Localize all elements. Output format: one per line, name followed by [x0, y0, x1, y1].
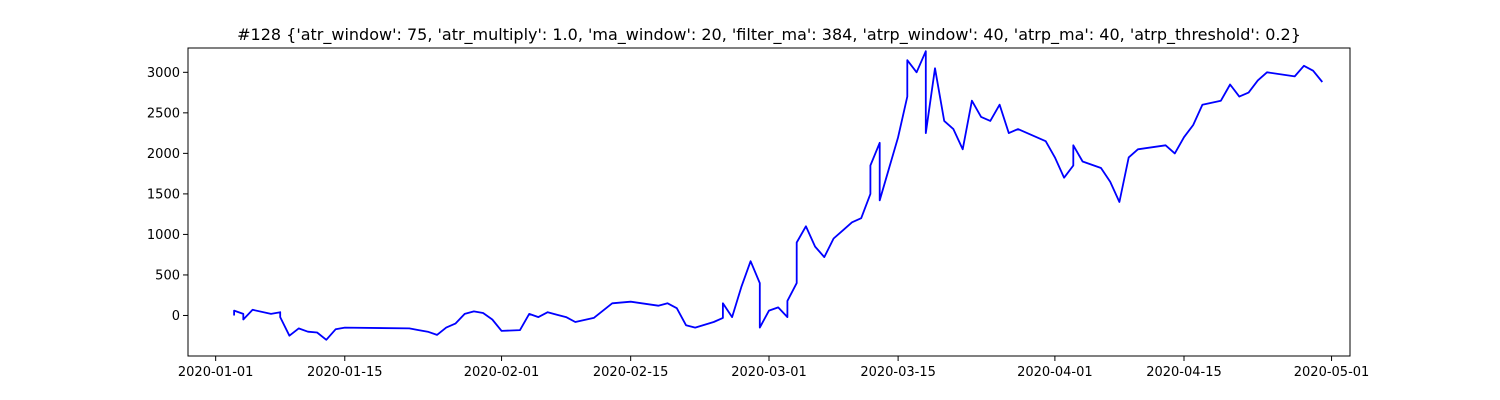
- x-tick-label: 2020-01-15: [307, 365, 383, 380]
- plot-area: [187, 47, 1351, 357]
- x-tick-label: 2020-02-15: [593, 365, 669, 380]
- x-tick-label: 2020-03-15: [860, 365, 936, 380]
- y-tick-label: 2000: [147, 147, 180, 162]
- x-tick-label: 2020-04-15: [1146, 365, 1222, 380]
- x-tick-label: 2020-05-01: [1294, 365, 1370, 380]
- x-tick-label: 2020-01-01: [178, 365, 254, 380]
- x-tick-label: 2020-02-01: [464, 365, 540, 380]
- y-tick-label: 500: [155, 268, 180, 283]
- chart-title: #128 {'atr_window': 75, 'atr_multiply': …: [237, 25, 1301, 45]
- y-tick-label: 3000: [147, 66, 180, 81]
- series-line-0: [233, 50, 1323, 341]
- y-tick-label: 2500: [147, 106, 180, 121]
- y-tick-label: 1000: [147, 228, 180, 243]
- y-tick-label: 1500: [147, 187, 180, 202]
- x-tick-label: 2020-03-01: [731, 365, 807, 380]
- x-axis: 2020-01-01 2020-01-15 2020-02-01 2020-02-15…: [178, 356, 1369, 380]
- y-axis: 0 500 1000 1500 2000 2500 3000: [147, 66, 188, 324]
- x-tick-label: 2020-04-01: [1017, 365, 1093, 380]
- y-tick-label: 0: [172, 309, 180, 324]
